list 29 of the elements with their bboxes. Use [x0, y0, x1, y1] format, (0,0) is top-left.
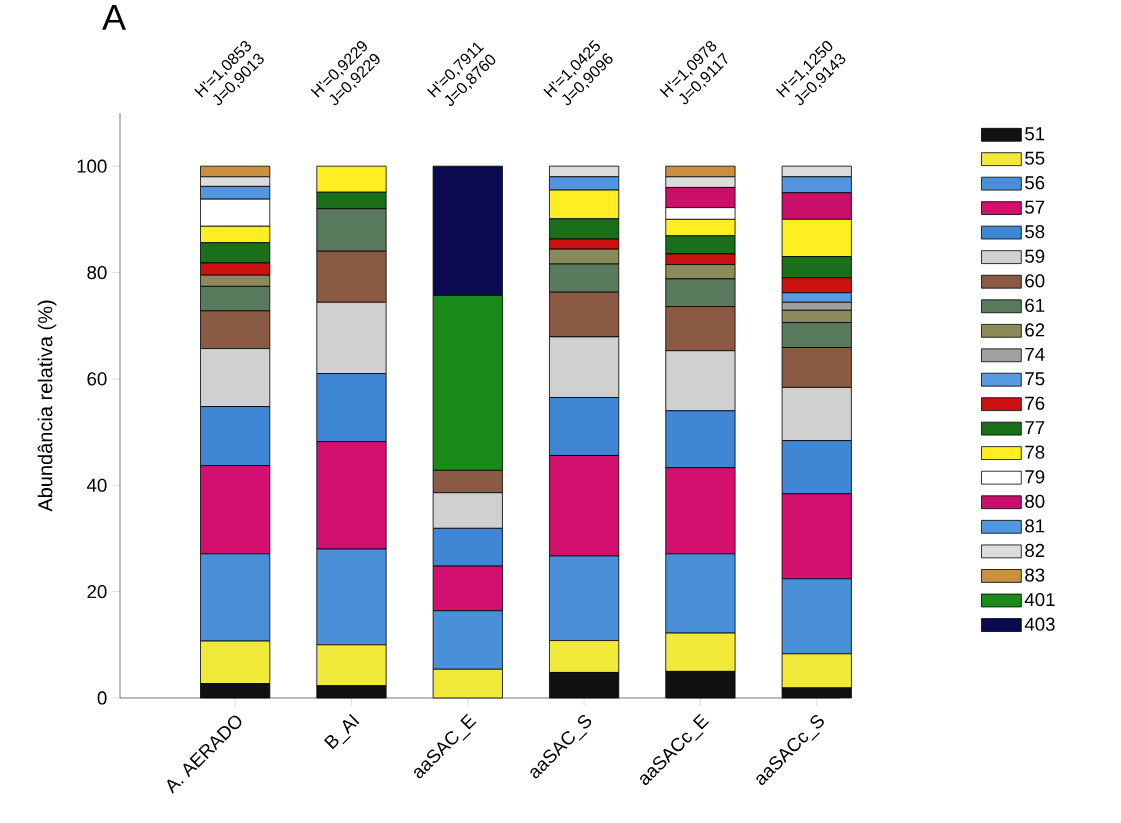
- y-tick-label: 100: [77, 159, 107, 173]
- legend-label: 401: [1024, 592, 1055, 607]
- legend-label: 61: [1025, 298, 1045, 312]
- y-tick-label: 80: [87, 265, 107, 280]
- legend-label: 59: [1025, 249, 1045, 263]
- legend-label: 79: [1025, 470, 1045, 484]
- legend-label: 60: [1025, 274, 1045, 288]
- legend-label: 81: [1025, 519, 1045, 533]
- legend-label: 55: [1025, 151, 1045, 165]
- legend-label: 74: [1025, 347, 1045, 361]
- y-tick-label: 40: [86, 478, 107, 492]
- legend-label: 58: [1025, 225, 1045, 239]
- chart-title: A: [102, 5, 126, 30]
- legend-label: 57: [1025, 200, 1045, 214]
- legend-label: 83: [1025, 568, 1045, 582]
- legend-label: 77: [1025, 421, 1045, 435]
- legend-label: 75: [1025, 372, 1045, 386]
- y-tick-label: 0: [97, 691, 107, 705]
- legend-label: 82: [1025, 543, 1045, 558]
- legend-label: 403: [1024, 617, 1055, 631]
- y-tick-label: 60: [87, 372, 107, 386]
- legend-label: 80: [1025, 494, 1045, 508]
- legend-label: 76: [1025, 396, 1045, 410]
- legend-label: 78: [1025, 445, 1045, 459]
- legend-label: 62: [1025, 323, 1045, 337]
- y-tick-label: 20: [87, 585, 107, 599]
- y-axis-title: Abundância relativa (%): [37, 300, 57, 512]
- legend-label: 56: [1025, 176, 1045, 190]
- legend-label: 51: [1025, 127, 1045, 141]
